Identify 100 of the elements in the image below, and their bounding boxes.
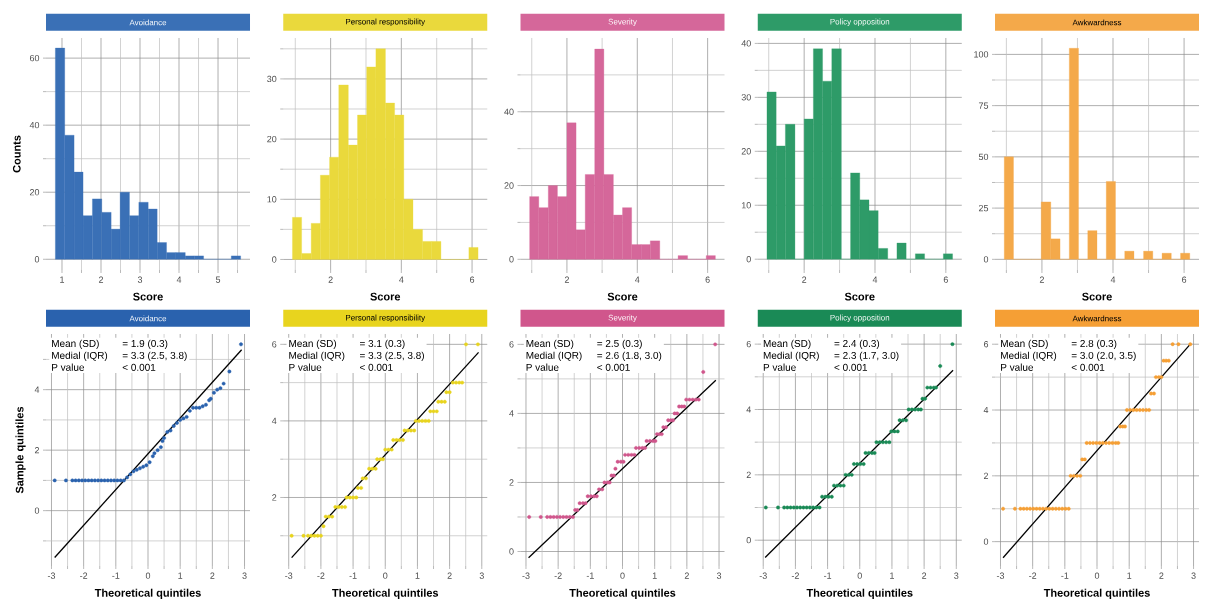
x-tick-label: -1 (112, 572, 120, 579)
annotation: = 2.8 (0.3) (1071, 339, 1117, 349)
y-tick-label: 30 (741, 94, 751, 101)
x-axis-title: Score (844, 292, 875, 301)
x-tick-label: 3 (954, 572, 959, 579)
y-tick-label: 0 (34, 256, 40, 263)
annotation: Medial (IQR) (289, 351, 345, 361)
y-tick-label: 6 (509, 341, 514, 348)
annotation: < 0.001 (1071, 363, 1105, 371)
x-tick-label: -1 (1061, 572, 1069, 579)
x-tick-label: -3 (759, 572, 767, 579)
x-tick-label: 2 (98, 276, 104, 283)
y-tick-label: 0 (983, 256, 989, 263)
annotation: Mean (SD) (763, 339, 811, 349)
annotation: = 3.3 (2.5, 3.8) (122, 351, 187, 361)
x-tick-label: 0 (857, 572, 862, 579)
annotation: = 1.9 (0.3) (122, 339, 168, 349)
annotation: P value (289, 363, 322, 371)
annotation: P value (526, 363, 559, 371)
y-tick-label: 2 (272, 494, 277, 501)
y-tick-label: 60 (29, 54, 40, 62)
x-axis-title: Theoretical quintiles (1043, 588, 1150, 599)
y-tick-label: 2 (983, 472, 989, 479)
x-tick-label: 1 (60, 276, 65, 283)
annotation: < 0.001 (360, 363, 393, 371)
y-tick-label: 2 (746, 471, 751, 478)
x-tick-label: -3 (285, 572, 293, 579)
y-tick-label: 20 (29, 189, 40, 196)
x-tick-label: 3 (242, 572, 247, 579)
x-tick-label: 6 (470, 276, 475, 283)
y-tick-label: 30 (267, 75, 277, 83)
x-tick-label: 1 (178, 572, 183, 579)
x-tick-label: -2 (1029, 572, 1037, 579)
y-tick-label: 0 (746, 537, 751, 544)
x-tick-label: 6 (705, 276, 710, 283)
annotation: Mean (SD) (289, 339, 337, 349)
x-axis-title: Theoretical quintiles (94, 588, 201, 599)
x-tick-label: 2 (1039, 276, 1044, 283)
y-tick-label: 100 (974, 51, 989, 58)
annotation: Mean (SD) (52, 339, 99, 349)
annotation: = 2.6 (1.8, 3.0) (597, 351, 662, 361)
x-axis-title: Theoretical quintiles (569, 588, 676, 599)
annotation: < 0.001 (597, 363, 630, 371)
x-axis-title: Score (607, 292, 638, 301)
annotation: = 2.3 (1.7, 3.0) (834, 351, 899, 361)
annotation: Mean (SD) (1001, 339, 1048, 349)
y-tick-label: 4 (509, 410, 514, 417)
x-tick-label: -2 (317, 572, 325, 579)
y-tick-label: 4 (746, 406, 751, 413)
x-tick-label: -2 (791, 572, 799, 579)
x-tick-label: 3 (137, 276, 143, 283)
y-tick-label: 0 (509, 256, 514, 263)
y-tick-label: 0 (509, 548, 514, 555)
annotation: = 3.3 (2.5, 3.8) (360, 351, 424, 361)
y-tick-label: 20 (267, 135, 277, 143)
x-tick-label: 0 (383, 572, 388, 579)
y-tick-label: 0 (272, 256, 277, 263)
x-tick-label: -1 (824, 572, 832, 579)
annotation: Mean (SD) (526, 339, 574, 349)
x-tick-label: 0 (145, 572, 151, 579)
x-tick-label: -2 (554, 572, 562, 579)
y-tick-label: 25 (978, 204, 989, 212)
x-tick-label: 4 (399, 276, 404, 283)
y-tick-label: 40 (504, 108, 514, 115)
y-axis-title: Sample quintiles (15, 406, 26, 494)
x-tick-label: -1 (349, 572, 357, 579)
annotation: < 0.001 (834, 363, 868, 371)
x-tick-label: 3 (1191, 572, 1196, 579)
annotation: = 2.4 (0.3) (834, 339, 880, 349)
x-axis-title: Theoretical quintiles (332, 588, 439, 599)
annotation: Medial (IQR) (1001, 351, 1057, 361)
y-tick-label: 40 (29, 121, 40, 129)
x-tick-label: 1 (1127, 572, 1132, 579)
y-tick-label: 40 (741, 40, 751, 47)
annotation: P value (763, 363, 796, 371)
x-tick-label: 6 (1182, 276, 1187, 283)
y-tick-label: 50 (978, 153, 989, 161)
y-tick-label: 2 (34, 447, 40, 454)
x-tick-label: 2 (564, 276, 569, 283)
y-tick-label: 75 (978, 102, 989, 109)
x-tick-label: 2 (328, 276, 333, 283)
x-tick-label: 2 (802, 276, 807, 283)
x-axis-title: Score (133, 292, 163, 301)
x-tick-label: 4 (634, 276, 640, 283)
x-tick-label: 4 (176, 276, 182, 283)
annotation: = 3.1 (0.3) (360, 339, 405, 349)
x-tick-label: 2 (447, 572, 452, 579)
y-tick-label: 20 (504, 182, 514, 189)
annotation: = 3.0 (2.0, 3.5) (1071, 351, 1136, 361)
x-axis-title: Theoretical quintiles (806, 588, 913, 599)
x-tick-label: 5 (215, 276, 221, 283)
x-axis-title: Score (370, 292, 401, 301)
x-tick-label: -3 (47, 572, 56, 579)
annotation: Medial (IQR) (52, 351, 108, 361)
y-tick-label: 4 (34, 386, 40, 393)
annotation: Medial (IQR) (763, 351, 819, 361)
y-tick-label: 4 (983, 406, 989, 414)
y-tick-label: 0 (34, 507, 40, 514)
x-tick-label: 3 (479, 572, 484, 579)
x-tick-label: 3 (716, 572, 722, 579)
